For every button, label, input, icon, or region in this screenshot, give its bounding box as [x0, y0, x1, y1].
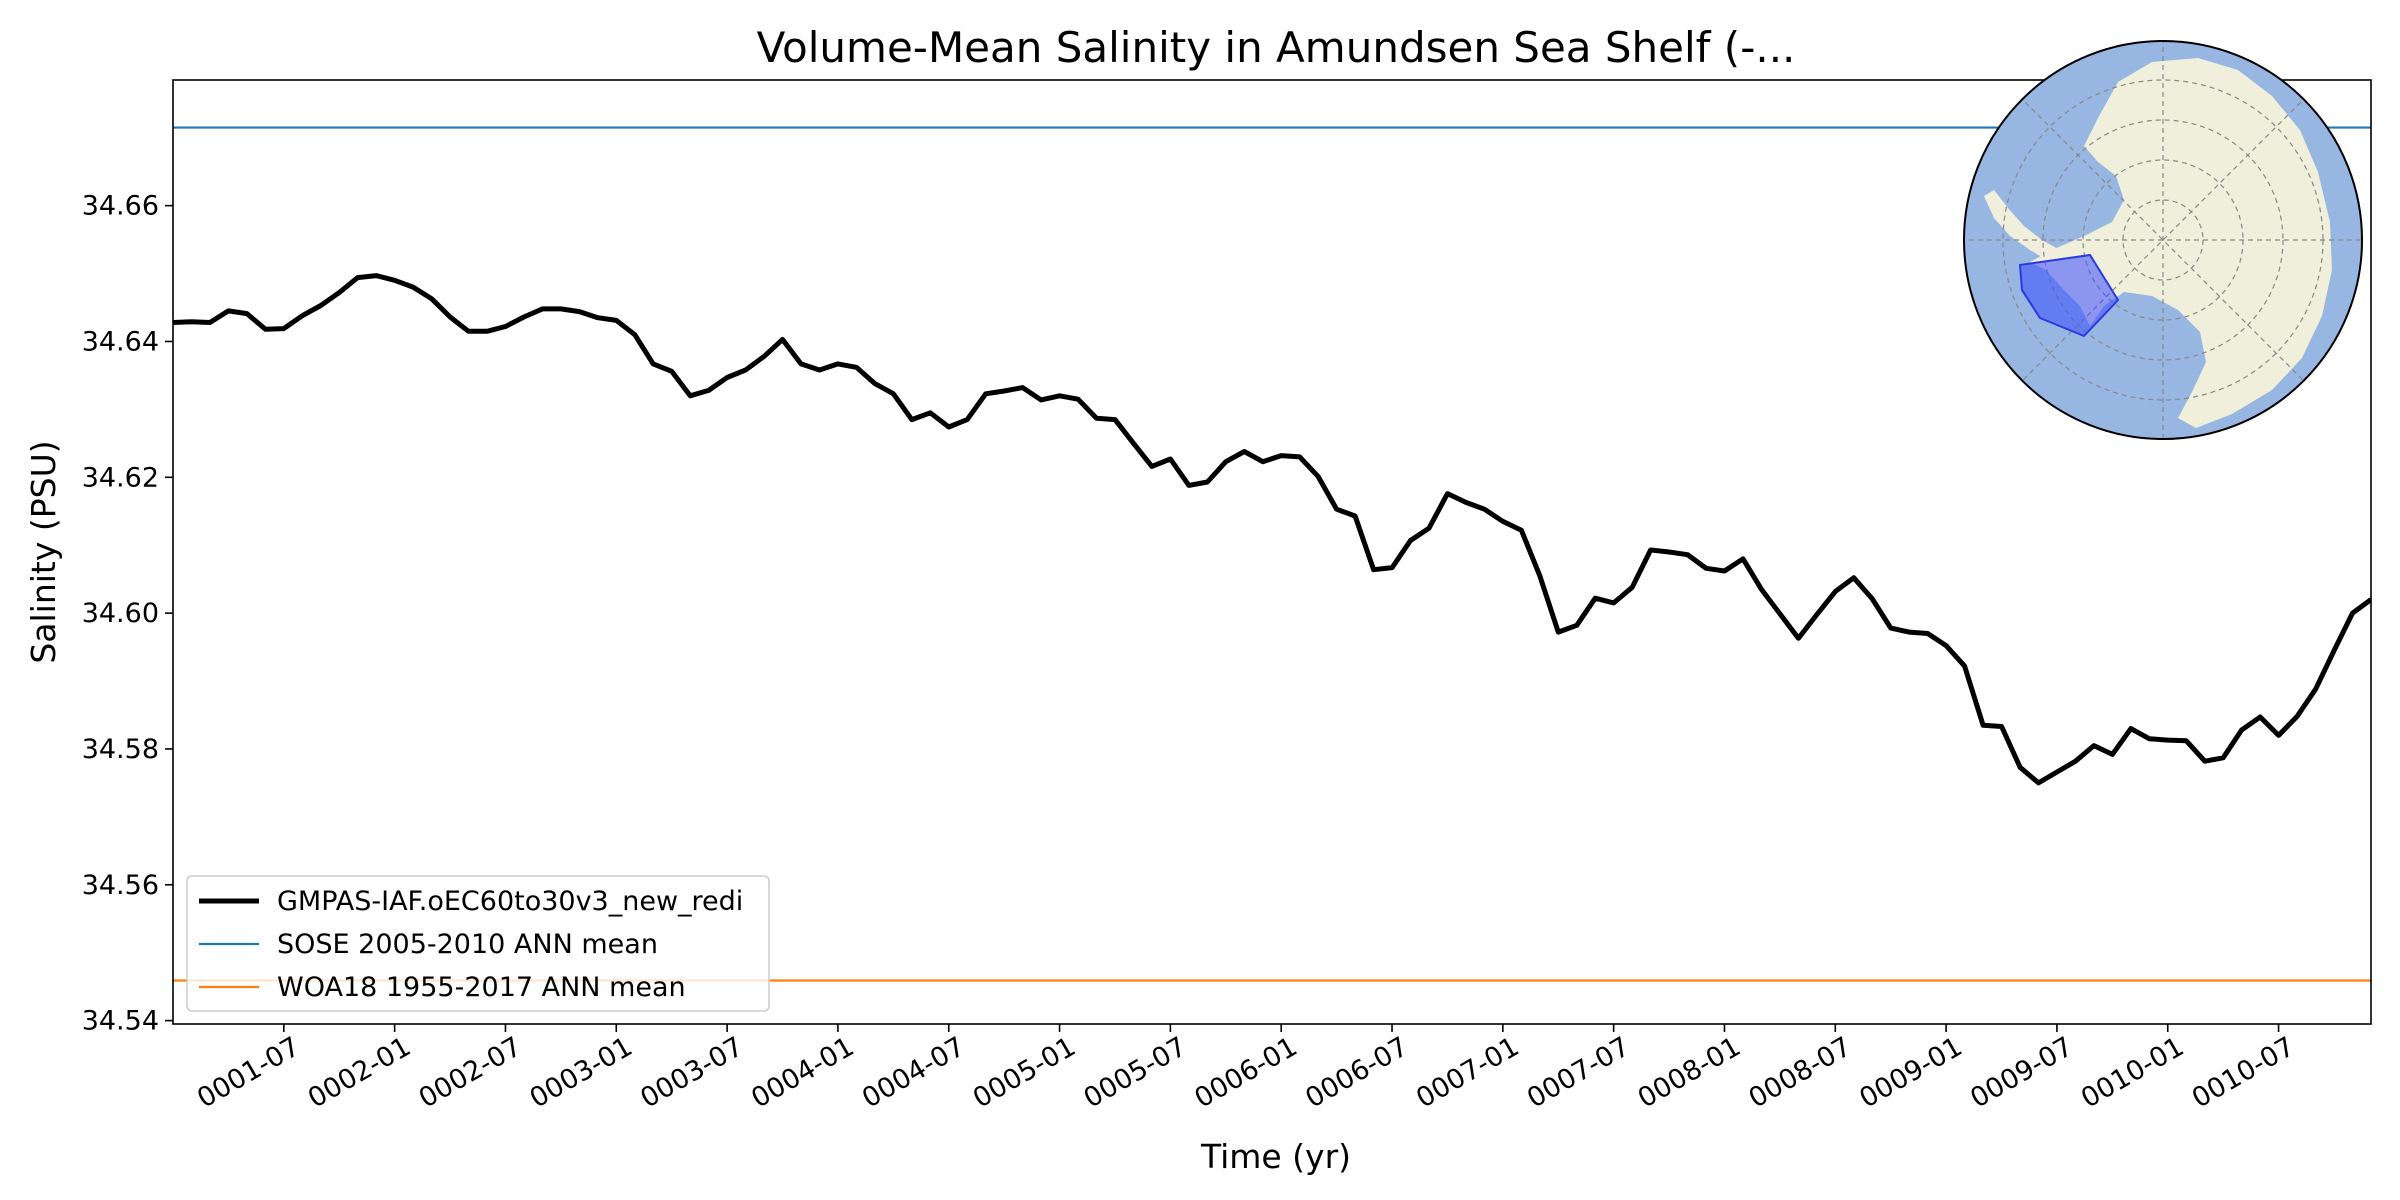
- y-axis: 34.54 34.56 34.58 34.60 34.62 34.64 34.66: [82, 191, 173, 1037]
- series-line-model: [173, 273, 2371, 786]
- y-tick-label: 34.64: [82, 326, 159, 357]
- amundsen-region-highlight: [2018, 253, 2120, 338]
- antarctic-peninsula: [1984, 190, 2060, 262]
- legend-box: [186, 875, 770, 1012]
- y-tick-label: 34.60: [82, 598, 159, 629]
- meridian-line: [2018, 95, 2308, 385]
- x-axis-label: Time (yr): [1200, 1137, 1351, 1176]
- legend: GMPAS-IAF.oEC60to30v3_new_redi SOSE 2005…: [186, 875, 770, 1012]
- plot-frame: [172, 79, 2372, 1025]
- y-tick-label: 34.58: [82, 734, 159, 765]
- chart-title: Volume-Mean Salinity in Amundsen Sea She…: [757, 23, 1796, 72]
- legend-label-model: GMPAS-IAF.oEC60to30v3_new_redi: [277, 886, 743, 917]
- map-boundary: [1963, 40, 2363, 440]
- legend-label-sose: SOSE 2005-2010 ANN mean: [277, 929, 658, 960]
- antarctica-landmass: [2030, 58, 2332, 428]
- y-axis-label: Salinity (PSU): [24, 440, 63, 663]
- y-tick-label: 34.56: [82, 870, 159, 901]
- meridian-line: [2018, 95, 2308, 385]
- y-tick-label: 34.66: [82, 191, 159, 222]
- y-tick-label: 34.54: [82, 1006, 159, 1037]
- legend-label-woa18: WOA18 1955-2017 ANN mean: [277, 972, 686, 1003]
- inset-map: [1963, 40, 2363, 440]
- y-tick-label: 34.62: [82, 462, 159, 493]
- latitude-ring: [2042, 119, 2284, 361]
